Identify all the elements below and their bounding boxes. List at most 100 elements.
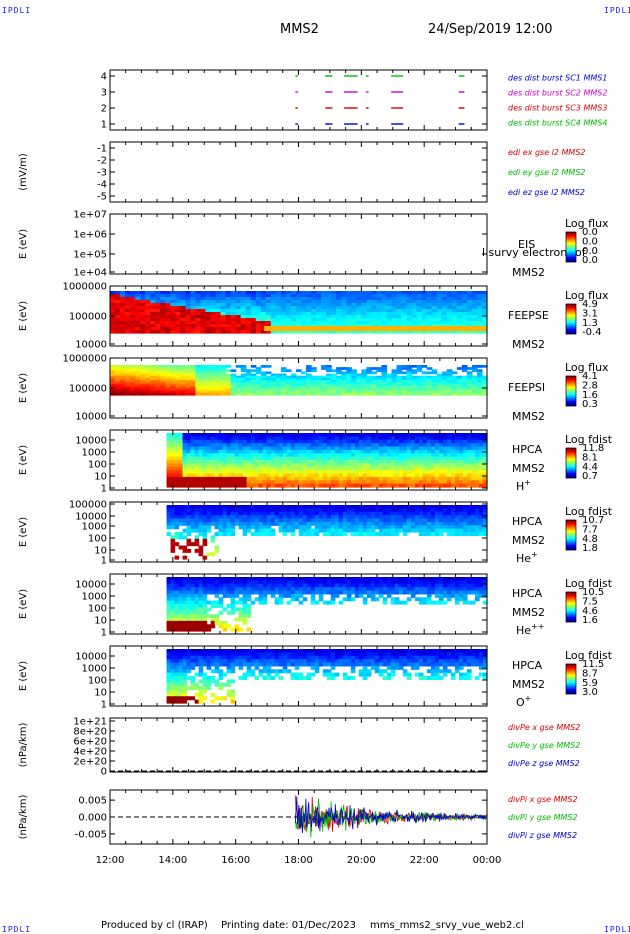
hpca-cell-hpca_he xyxy=(182,535,188,540)
y-tick-label-eis: 1e+05 xyxy=(73,250,107,261)
feepsi-cell xyxy=(411,390,418,394)
feepse-cell xyxy=(371,312,378,316)
hpca-cell-hpca_h xyxy=(362,466,368,471)
feepse-cell xyxy=(466,300,473,304)
hpca-cell-hpca_hepp xyxy=(194,614,200,619)
hpca-cell-hpca_h xyxy=(190,483,196,488)
feepsi-cell xyxy=(426,388,433,392)
feepsi-cell xyxy=(336,388,342,392)
feepsi-cell xyxy=(391,392,398,396)
feepsi-cell xyxy=(381,365,388,368)
hpca-cell-hpca_h xyxy=(206,446,212,451)
hpca-cell-hpca_h xyxy=(462,473,468,478)
hpca-cell-hpca_he xyxy=(170,518,176,523)
hpca-cell-hpca_h xyxy=(234,480,240,485)
hpca-cell-hpca_h xyxy=(334,460,340,464)
hpca-cell-hpca_he xyxy=(174,515,180,520)
hpca-cell-hpca_hepp xyxy=(190,610,196,615)
feepsi-cell xyxy=(220,371,227,375)
hpca-cell-hpca_h xyxy=(302,456,308,461)
hpca-cell-hpca_h xyxy=(254,476,260,481)
hpca-cell-hpca_he xyxy=(458,528,464,533)
feepsi-cell xyxy=(401,365,408,368)
feepsi-cell xyxy=(321,365,327,368)
feepse-cell xyxy=(311,303,317,307)
hpca-cell-hpca_h xyxy=(242,453,248,458)
feepse-cell xyxy=(280,315,287,319)
hpca-cell-hpca_he xyxy=(298,525,304,530)
feepse-cell xyxy=(295,312,302,316)
hpca-cell-hpca_he xyxy=(334,508,340,513)
feepsi-cell xyxy=(130,386,136,390)
hpca-cell-hpca_hepp xyxy=(246,607,252,612)
feepse-cell xyxy=(396,291,403,295)
hpca-cell-hpca_h xyxy=(258,443,264,448)
feepsi-cell xyxy=(396,369,403,373)
feepsi-cell xyxy=(391,390,398,394)
hpca-cell-hpca_he xyxy=(230,532,236,536)
feepsi-cell xyxy=(391,386,398,390)
feepse-cell xyxy=(431,321,438,325)
hpca-cell-hpca_h xyxy=(234,456,240,461)
hpca-cell-hpca_h xyxy=(350,433,356,437)
feepsi-cell xyxy=(346,369,352,373)
hpca-cell-hpca_he xyxy=(310,518,316,523)
hpca-cell-hpca_he xyxy=(406,511,412,516)
feepsi-cell xyxy=(130,375,136,379)
y-tick-label-hpca_h: 10000 xyxy=(75,436,107,447)
feepse-cell xyxy=(441,303,448,307)
hpca-cell-hpca_h xyxy=(178,443,184,448)
hpca-cell-hpca_h xyxy=(450,453,456,458)
hpca-cell-hpca_h xyxy=(182,449,188,454)
hpca-cell-hpca_h xyxy=(226,476,232,481)
hpca-cell-hpca_h xyxy=(266,466,272,471)
feepse-cell xyxy=(250,327,257,331)
feepse-cell xyxy=(421,297,428,301)
feepsi-cell xyxy=(230,390,237,394)
feepse-cell xyxy=(230,294,237,298)
hpca-cell-hpca_h xyxy=(318,470,324,475)
hpca-cell-hpca_h xyxy=(354,463,360,468)
hpca-cell-hpca_h xyxy=(198,483,204,488)
hpca-cell-hpca_h xyxy=(254,466,260,471)
feepsi-cell xyxy=(441,375,448,379)
feepse-cell xyxy=(115,327,121,331)
feepsi-cell xyxy=(160,365,166,368)
y-tick-label-hpca_h: 100 xyxy=(88,460,107,471)
feepse-cell xyxy=(125,306,131,310)
feepse-cell xyxy=(210,300,217,304)
hpca-cell-hpca_he xyxy=(182,521,188,526)
feepse-cell xyxy=(200,294,207,298)
colorbar-segment-feepsi xyxy=(566,397,576,399)
feepse-cell xyxy=(125,315,131,319)
hpca-cell-hpca_h xyxy=(414,470,420,475)
hpca-cell-hpca_hepp xyxy=(270,593,276,598)
feepsi-cell xyxy=(280,384,287,388)
feepsi-cell xyxy=(356,373,362,377)
hpca-cell-hpca_he xyxy=(358,508,364,513)
colorbar-segment-eis xyxy=(566,246,576,248)
hpca-cell-hpca_h xyxy=(306,446,312,451)
hpca-cell-hpca_h xyxy=(294,466,300,471)
hpca-cell-hpca_h xyxy=(334,463,340,468)
hpca-cell-hpca_h xyxy=(354,446,360,451)
hpca-cell-hpca_h xyxy=(462,456,468,461)
feepsi-cell xyxy=(270,380,277,383)
hpca-cell-hpca_hepp xyxy=(170,600,176,605)
feepse-cell xyxy=(391,315,398,319)
hpca-cell-hpca_h xyxy=(482,439,488,444)
hpca-cell-hpca_h xyxy=(390,476,396,481)
hpca-cell-hpca_h xyxy=(226,470,232,475)
feepse-cell xyxy=(376,297,383,301)
feepsi-cell xyxy=(140,384,146,388)
hpca-cell-hpca_h xyxy=(194,449,200,454)
hpca-cell-hpca_h xyxy=(186,439,192,444)
feepsi-cell xyxy=(436,373,443,377)
hpca-cell-hpca_h xyxy=(386,463,392,468)
feepse-cell xyxy=(371,309,378,313)
y-axis-label-feepse: E (eV) xyxy=(18,301,29,331)
hpca-cell-hpca_h xyxy=(354,476,360,481)
feepse-cell xyxy=(376,324,383,328)
hpca-cell-hpca_h xyxy=(266,463,272,468)
feepse-cell xyxy=(306,291,312,295)
